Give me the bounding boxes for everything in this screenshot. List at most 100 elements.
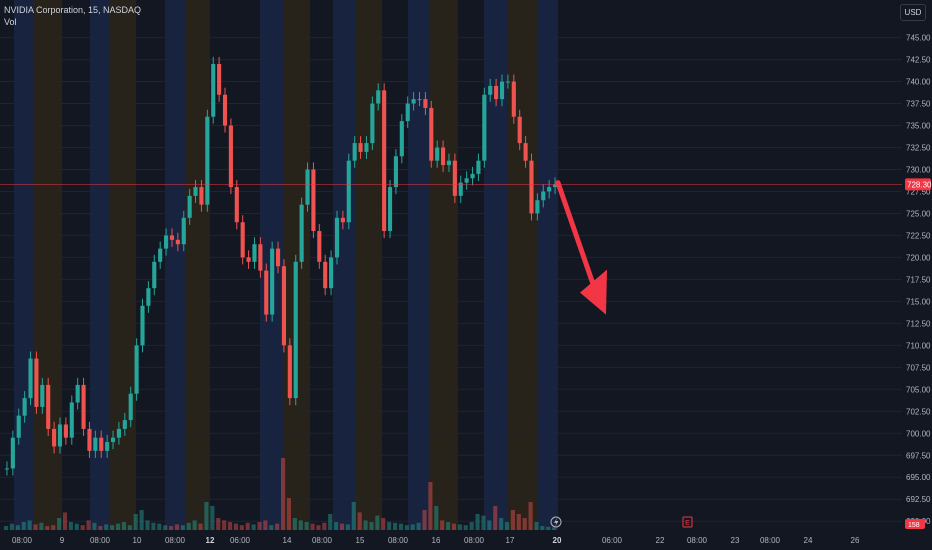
- volume-bar: [475, 514, 480, 530]
- volume-bar: [39, 522, 44, 530]
- candle-body: [222, 94, 228, 126]
- x-tick-label: 08:00: [312, 536, 333, 545]
- candle-body: [529, 160, 534, 214]
- candle-body: [275, 248, 281, 267]
- volume-bar: [516, 514, 521, 530]
- volume-bar: [416, 522, 421, 530]
- candle-body: [205, 116, 210, 205]
- volume-bar: [204, 502, 209, 530]
- y-tick-label: 697.50: [906, 451, 931, 460]
- volume-bar: [381, 518, 386, 530]
- candle-body: [499, 81, 505, 100]
- candle-body: [452, 160, 457, 196]
- candle-body: [105, 442, 110, 451]
- candle-body: [128, 393, 133, 421]
- candle-body: [40, 384, 45, 407]
- candle-body: [169, 235, 175, 240]
- candle-body: [346, 160, 351, 223]
- x-tick-label: 08:00: [687, 536, 708, 545]
- y-tick-label: 692.50: [906, 495, 931, 504]
- candle-body: [334, 217, 340, 258]
- x-tick-label: 22: [656, 536, 665, 545]
- volume-bar: [322, 522, 327, 530]
- volume-bar: [145, 520, 150, 530]
- candle-body: [458, 182, 463, 196]
- volume-bar: [227, 522, 233, 530]
- volume-bar: [428, 482, 433, 530]
- candle-body: [387, 187, 393, 232]
- candle-body: [4, 468, 10, 470]
- volume-bar: [434, 506, 439, 530]
- volume-bar: [110, 525, 115, 530]
- volume-bar: [510, 510, 515, 530]
- candle-body: [541, 191, 546, 201]
- y-tick-label: 695.00: [906, 473, 931, 482]
- y-tick-label: 742.50: [906, 56, 931, 65]
- session-band: [430, 0, 458, 530]
- candle-body: [75, 384, 80, 403]
- candle-body: [399, 121, 404, 157]
- volume-bar: [269, 525, 274, 530]
- volume-legend[interactable]: Vol: [4, 17, 17, 27]
- volume-bar: [174, 524, 180, 530]
- candle-body: [181, 217, 186, 245]
- volume-bar: [292, 518, 297, 530]
- y-tick-label: 745.00: [906, 34, 931, 43]
- session-band: [165, 0, 185, 530]
- volume-bar: [133, 514, 138, 530]
- candle-body: [329, 257, 334, 289]
- session-band: [14, 0, 34, 530]
- volume-bar: [404, 525, 409, 530]
- symbol-legend[interactable]: NVIDIA Corporation, 15, NASDAQ: [4, 5, 142, 15]
- candle-body: [264, 270, 269, 315]
- volume-bar: [15, 525, 20, 530]
- volume-bar: [121, 522, 126, 530]
- volume-bar: [51, 525, 56, 530]
- current-price-label: 728.30: [907, 180, 932, 189]
- volume-bar: [316, 525, 321, 530]
- session-band: [333, 0, 356, 530]
- x-tick-label: 16: [432, 536, 441, 545]
- candle-body: [63, 424, 68, 438]
- currency-button[interactable]: USD: [900, 4, 926, 21]
- volume-bar: [457, 524, 462, 530]
- volume-bar: [369, 522, 374, 530]
- x-tick-label: 08:00: [90, 536, 111, 545]
- volume-bar: [151, 522, 156, 530]
- candle-body: [22, 398, 27, 416]
- candle-body: [252, 244, 257, 262]
- y-tick-label: 735.00: [906, 122, 931, 131]
- volume-bar: [363, 520, 368, 530]
- candle-body: [270, 248, 275, 315]
- volume-bar: [446, 522, 451, 530]
- y-tick-label: 702.50: [906, 407, 931, 416]
- candle-body: [81, 384, 86, 429]
- volume-bar: [481, 515, 486, 530]
- volume-bar: [80, 525, 85, 530]
- session-band: [356, 0, 382, 530]
- volume-bar: [163, 525, 168, 530]
- x-tick-label: 14: [283, 536, 292, 545]
- volume-bar: [57, 518, 62, 530]
- candle-body: [193, 187, 198, 196]
- earnings-marker[interactable]: [682, 516, 693, 528]
- volume-bar: [62, 512, 68, 530]
- volume-bar: [257, 522, 262, 530]
- candle-body: [464, 178, 469, 183]
- candle-body: [535, 200, 540, 214]
- x-tick-label: 20: [553, 536, 562, 545]
- candle-body: [488, 85, 493, 95]
- volume-bar: [286, 498, 292, 530]
- candle-body: [476, 160, 481, 174]
- candle-body: [240, 222, 245, 258]
- candle-body: [140, 305, 145, 346]
- volume-bar: [222, 520, 227, 530]
- candle-body: [28, 358, 33, 399]
- candle-body: [134, 345, 139, 394]
- candle-body: [93, 437, 98, 451]
- volume-bar: [216, 518, 221, 530]
- volume-bar: [127, 525, 132, 530]
- candle-body: [211, 63, 216, 117]
- lightning-icon[interactable]: [550, 516, 562, 528]
